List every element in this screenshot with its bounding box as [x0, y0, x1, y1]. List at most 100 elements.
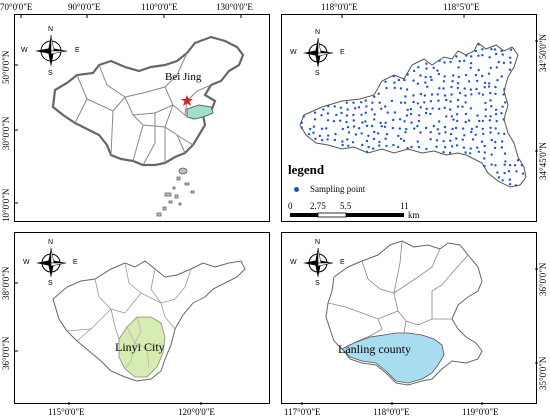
sampling-point [484, 115, 487, 118]
sampling-point [483, 144, 486, 148]
shandong-left-label-0: 38°0'0"N [1, 266, 11, 300]
sampling-point [416, 140, 419, 143]
sampling-point [452, 74, 455, 77]
sampling-point [477, 43, 481, 46]
sampling-point [502, 93, 505, 96]
compass-w: W [21, 47, 28, 54]
sampling-point [469, 62, 473, 65]
sampling-point [432, 66, 435, 69]
sampling-point [307, 133, 311, 136]
sampling-point [334, 132, 337, 136]
sampling-point [481, 54, 484, 57]
sampling-point [373, 118, 376, 121]
sampling-point [501, 53, 504, 56]
china-left-label-0: 50°0'0"N [1, 50, 11, 84]
sampling-point [339, 119, 342, 122]
china-map-svg [15, 15, 245, 217]
sampling-point [494, 52, 498, 56]
sampling-top-label-1: 118°5'0"E [443, 2, 480, 12]
sampling-point [429, 131, 432, 134]
sampling-point [464, 151, 467, 154]
sampling-point [450, 145, 454, 148]
sampling-point [489, 126, 492, 129]
sampling-point [478, 119, 481, 123]
sampling-point [384, 121, 387, 125]
linyi-bottom-label-2: 119°0'0"E [462, 407, 499, 417]
sampling-point [314, 137, 317, 140]
legend-title: legend [288, 162, 325, 177]
sampling-point [313, 111, 317, 114]
sampling-point [521, 172, 525, 175]
sampling-point [364, 120, 367, 123]
sampling-point [483, 86, 486, 89]
compass-n: N [315, 239, 321, 246]
china-left-label-1: 30°0'0"N [1, 116, 11, 150]
sampling-point [456, 86, 459, 90]
sampling-point [442, 140, 445, 143]
shandong-highlight [186, 104, 214, 120]
sampling-point [416, 82, 419, 85]
sampling-point [436, 128, 440, 131]
sampling-point [494, 85, 497, 89]
shandong-map-svg [15, 260, 246, 405]
sampling-point [476, 79, 479, 83]
sampling-point [385, 86, 388, 90]
compass-rose-icon: N S W E [290, 29, 345, 77]
sampling-point [335, 113, 338, 117]
sampling-point [412, 69, 416, 73]
sampling-point [445, 115, 448, 118]
sampling-point [385, 133, 389, 136]
sampling-point [494, 164, 497, 167]
sampling-point [352, 101, 355, 104]
sampling-point [475, 87, 478, 91]
china-top-label-0: 70°0'0"E [0, 2, 33, 12]
sampling-point [410, 121, 413, 124]
sampling-point [487, 85, 491, 88]
linyi-city-label: Linyi City [115, 340, 165, 354]
sampling-point [477, 68, 480, 72]
sampling-point [385, 144, 388, 148]
sampling-point [417, 145, 421, 149]
sampling-point [500, 140, 504, 143]
sampling-point [352, 113, 355, 117]
sampling-point [429, 75, 432, 79]
sampling-point [325, 127, 328, 130]
compass-rose-icon: N S W E [290, 239, 345, 287]
sampling-point [380, 107, 383, 111]
sampling-point [393, 111, 397, 114]
sampling-point [497, 132, 500, 135]
sampling-point [372, 137, 376, 141]
sampling-point [398, 127, 401, 130]
sampling-point [500, 75, 503, 78]
sampling-point [358, 127, 361, 130]
sampling-point [488, 56, 491, 59]
sampling-point [367, 134, 370, 137]
sampling-point [463, 59, 466, 62]
sampling-point [430, 93, 434, 96]
sampling-point [464, 101, 467, 104]
sampling-point [404, 131, 407, 134]
sampling-right-label-1: 34°45'0"N [538, 142, 548, 180]
sampling-point [424, 111, 428, 115]
sampling-point [495, 120, 498, 123]
sampling-point [469, 66, 472, 69]
scalebar-tick-3: 11 [400, 201, 409, 211]
sampling-point [489, 99, 492, 102]
sampling-map-svg [290, 15, 538, 218]
sampling-point [483, 157, 486, 160]
sampling-point [384, 80, 387, 84]
sampling-point [493, 48, 497, 51]
sampling-point [340, 111, 343, 115]
sampling-point [448, 108, 452, 111]
sampling-point [483, 151, 486, 154]
china-top-label-3: 130°0'0"E [216, 2, 253, 12]
sampling-point [483, 81, 487, 85]
sampling-point [469, 107, 473, 110]
sampling-point [410, 145, 413, 149]
sampling-point [444, 131, 447, 134]
sampling-point [416, 102, 420, 105]
sampling-point [475, 125, 478, 128]
compass-w: W [290, 259, 297, 266]
sampling-point [465, 54, 468, 57]
sampling-point [423, 101, 426, 104]
